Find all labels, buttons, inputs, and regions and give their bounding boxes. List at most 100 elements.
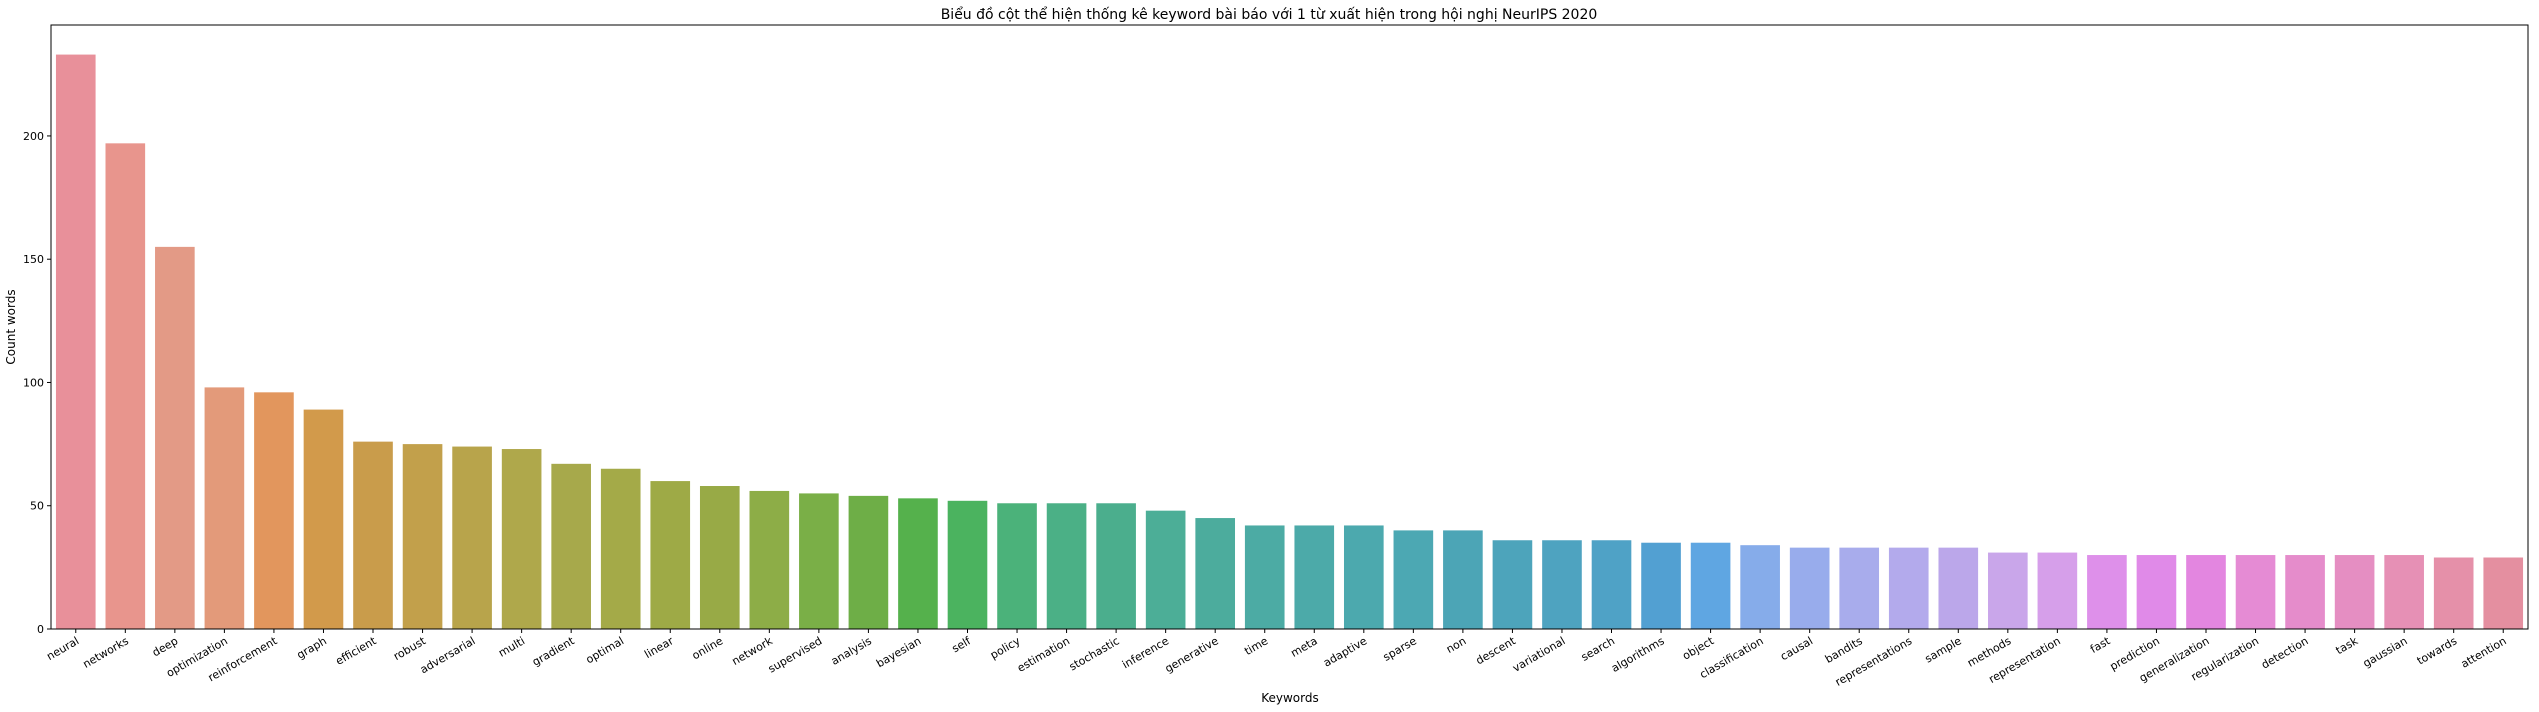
x-tick-label: generative xyxy=(1163,634,1221,675)
bar-adversarial xyxy=(452,446,492,629)
bar-prediction xyxy=(2136,555,2177,629)
y-tick-label: 200 xyxy=(23,130,44,143)
chart-title: Biểu đồ cột thể hiện thống kê keyword bà… xyxy=(941,6,1598,23)
bar-generalization xyxy=(2186,555,2226,629)
bar-neural xyxy=(55,54,96,629)
bar-stochastic xyxy=(1096,503,1136,629)
x-tick-label: adversarial xyxy=(418,634,478,676)
x-ticks-group: neural networks deepoptimizationreinforcem… xyxy=(44,629,2509,689)
bar-algorithms xyxy=(1641,542,1681,629)
bar-graph xyxy=(303,409,344,629)
bar-optimization xyxy=(204,387,245,629)
bar-deep xyxy=(155,246,195,629)
bar-generative xyxy=(1195,518,1236,629)
bar-efficient xyxy=(353,441,393,629)
x-tick-label: algorithms xyxy=(1609,634,1667,675)
y-ticks-group: 0 50 100 150 200 xyxy=(23,130,51,636)
bar-non xyxy=(1443,530,1483,629)
x-axis-label: Keywords xyxy=(1261,691,1319,705)
bar-multi xyxy=(501,449,542,629)
bar-reinforcement xyxy=(254,392,294,629)
x-tick-label: fast xyxy=(2088,634,2113,656)
bar-estimation xyxy=(1046,503,1087,629)
bar-networks xyxy=(105,143,146,629)
bar-self xyxy=(947,500,988,629)
x-tick-label: non xyxy=(1444,634,1468,656)
x-tick-label: stochastic xyxy=(1067,634,1122,673)
bar-sparse xyxy=(1393,530,1434,629)
x-tick-label: linear xyxy=(642,634,676,661)
x-tick-label: towards xyxy=(2415,634,2460,667)
x-tick-label: gaussian xyxy=(2361,634,2410,670)
x-tick-label: networks xyxy=(81,634,131,671)
bar-online xyxy=(699,486,740,629)
bar-supervised xyxy=(799,493,839,629)
x-tick-label: supervised xyxy=(766,634,824,675)
bar-gradient xyxy=(551,463,591,629)
bar-sample xyxy=(1938,547,1979,629)
bar-bandits xyxy=(1839,547,1880,629)
bar-fast xyxy=(2087,555,2127,629)
x-tick-label: robust xyxy=(391,634,428,663)
x-tick-label: variational xyxy=(1510,634,1567,674)
x-tick-label: neural xyxy=(44,634,81,663)
bar-analysis xyxy=(848,495,889,629)
x-tick-label: gradient xyxy=(530,634,577,669)
bar-network xyxy=(749,490,790,629)
bar-inference xyxy=(1145,510,1186,629)
x-tick-label: causal xyxy=(1778,634,1815,663)
bar-robust xyxy=(402,444,443,629)
bar-classification xyxy=(1740,545,1780,629)
y-tick-label: 0 xyxy=(37,623,44,636)
x-tick-label: graph xyxy=(295,634,329,661)
bar-towards xyxy=(2433,557,2474,629)
bar-detection xyxy=(2285,555,2325,629)
bar-representations xyxy=(1888,547,1929,629)
bar-descent xyxy=(1492,540,1533,629)
x-tick-label: task xyxy=(2334,634,2361,657)
x-tick-label: bayesian xyxy=(874,634,923,670)
x-tick-label: optimal xyxy=(584,634,627,666)
bar-representation xyxy=(2037,552,2078,629)
bar-regularization xyxy=(2235,555,2276,629)
bar-variational xyxy=(1542,540,1582,629)
bar-attention xyxy=(2483,557,2524,629)
x-tick-label: bandits xyxy=(1823,634,1865,666)
bar-methods xyxy=(1988,552,2028,629)
x-tick-label: multi xyxy=(496,634,527,659)
y-tick-label: 150 xyxy=(23,253,44,266)
bar-time xyxy=(1244,525,1285,629)
bar-meta xyxy=(1294,525,1335,629)
x-tick-label: sample xyxy=(1923,634,1964,665)
x-tick-label: detection xyxy=(2259,634,2311,671)
plot-frame xyxy=(50,24,2529,630)
x-tick-label: analysis xyxy=(829,634,874,668)
bar-linear xyxy=(650,481,691,629)
x-tick-label: meta xyxy=(1289,634,1320,660)
y-tick-label: 100 xyxy=(23,376,44,389)
x-tick-label: attention xyxy=(2459,634,2509,670)
x-tick-label: adaptive xyxy=(1321,634,1369,669)
x-tick-label: estimation xyxy=(1015,634,1072,674)
x-tick-label: search xyxy=(1579,634,1617,664)
bar-adaptive xyxy=(1343,525,1384,629)
x-tick-label: online xyxy=(690,634,726,662)
bar-optimal xyxy=(600,468,641,629)
bar-task xyxy=(2334,555,2375,629)
bar-causal xyxy=(1789,547,1830,629)
bars-group xyxy=(55,54,2524,629)
x-tick-label: object xyxy=(1680,634,1716,663)
x-tick-label: efficient xyxy=(333,634,379,668)
x-tick-label: time xyxy=(1242,634,1270,658)
x-tick-label: sparse xyxy=(1381,634,1419,664)
bar-search xyxy=(1591,540,1632,629)
bar-bayesian xyxy=(898,498,938,629)
y-tick-label: 50 xyxy=(30,500,44,513)
bar-gaussian xyxy=(2384,555,2424,629)
x-tick-label: deep xyxy=(150,634,180,659)
bar-policy xyxy=(997,503,1037,629)
x-tick-label: policy xyxy=(988,634,1023,662)
y-axis-label: Count words xyxy=(4,289,18,364)
bar-object xyxy=(1690,542,1731,629)
